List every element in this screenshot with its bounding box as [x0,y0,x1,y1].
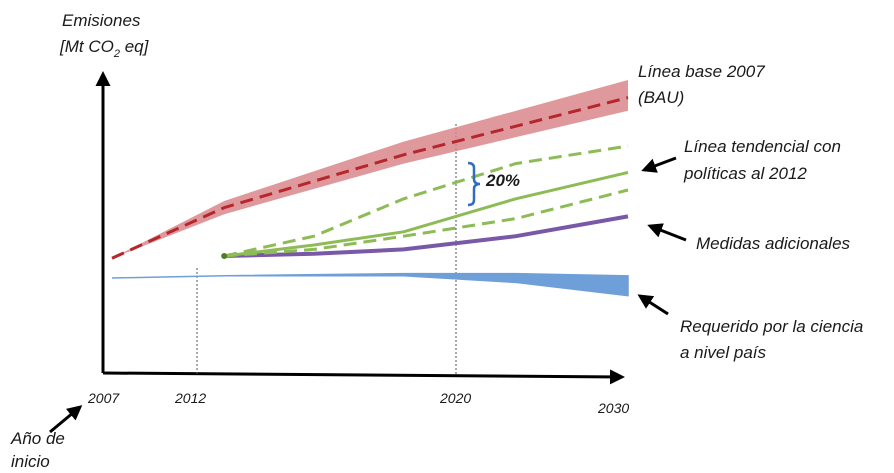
label-bau-line2: (BAU) [638,88,684,107]
series-tendencial-upper [223,144,629,258]
label-bau-line1: Línea base 2007 [638,62,765,81]
series-adicionales-line [224,214,629,258]
series-layer [111,80,629,297]
arrow-ciencia [637,294,669,316]
arrow-adicionales [647,223,687,242]
arrow-tendencial [641,156,677,173]
y-axis-label-line2: [Mt CO2 eq] [59,37,150,60]
x-tick-2007: 2007 [87,390,120,406]
series-tendencial-lower [224,188,629,258]
series-bau-line [111,96,629,260]
label-tendencial-line2: políticas al 2012 [683,164,807,183]
series-bau-band [112,80,628,259]
gap-label: 20% [485,171,520,190]
series-ciencia-band [111,272,629,297]
gap-brace [467,161,481,207]
series-tendencial-start-point [221,253,228,259]
x-tick-2030: 2030 [597,400,629,416]
start-note-line1: Año de [10,429,65,448]
label-tendencial-line1: Línea tendencial con [684,137,841,156]
label-ciencia-line2: a nivel país [680,343,766,362]
x-tick-2020: 2020 [439,390,471,406]
label-ciencia-line1: Requerido por la ciencia [680,317,863,336]
x-axis [102,369,625,385]
start-note-line2: inicio [11,452,50,471]
start-note-arrow [49,405,83,434]
label-adicionales: Medidas adicionales [696,234,851,253]
x-tick-2012: 2012 [174,390,206,406]
series-tendencial-line [224,170,629,258]
y-axis-label-line1: Emisiones [62,11,141,30]
